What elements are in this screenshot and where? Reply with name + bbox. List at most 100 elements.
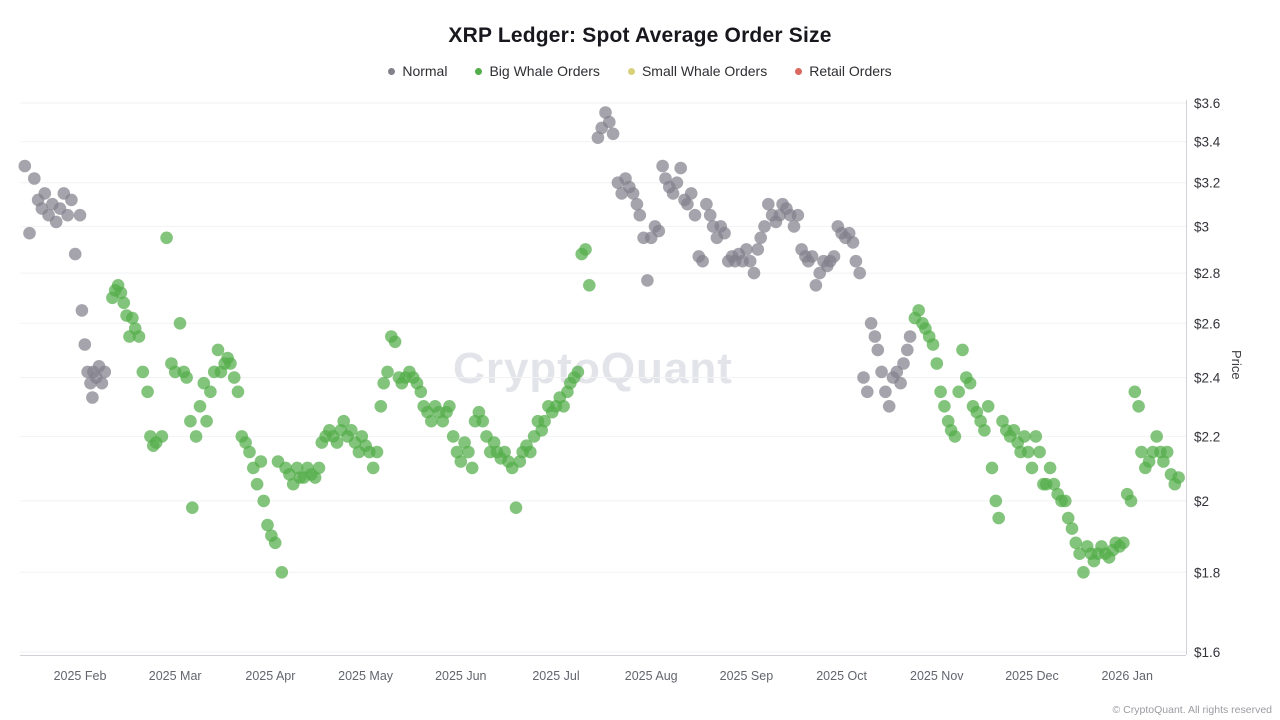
data-point[interactable]	[871, 343, 885, 357]
data-point[interactable]	[204, 385, 217, 399]
data-point[interactable]	[141, 385, 154, 399]
data-point[interactable]	[446, 430, 460, 443]
data-point[interactable]	[903, 330, 917, 343]
data-point[interactable]	[126, 311, 139, 325]
data-point[interactable]	[268, 536, 282, 550]
data-point[interactable]	[49, 215, 63, 229]
data-point[interactable]	[656, 159, 669, 173]
data-point[interactable]	[718, 226, 731, 240]
legend-item-small-whale-orders[interactable]: Small Whale Orders	[627, 63, 767, 79]
data-point[interactable]	[963, 376, 977, 390]
data-point[interactable]	[1065, 522, 1079, 535]
data-point[interactable]	[381, 365, 394, 379]
data-point[interactable]	[626, 187, 640, 200]
data-point[interactable]	[809, 279, 823, 292]
data-point[interactable]	[290, 461, 304, 475]
data-point[interactable]	[197, 376, 211, 390]
data-point[interactable]	[443, 400, 456, 413]
data-point[interactable]	[425, 414, 438, 428]
data-point[interactable]	[652, 224, 666, 238]
data-point[interactable]	[1043, 461, 1057, 475]
data-point[interactable]	[751, 243, 765, 256]
data-point[interactable]	[641, 274, 654, 287]
data-point[interactable]	[989, 494, 1003, 508]
data-point[interactable]	[948, 430, 962, 443]
data-point[interactable]	[211, 343, 225, 357]
data-point[interactable]	[864, 317, 878, 330]
data-point[interactable]	[1124, 494, 1138, 508]
data-point[interactable]	[1061, 511, 1075, 525]
data-point[interactable]	[571, 365, 585, 379]
data-point[interactable]	[538, 414, 551, 428]
data-point[interactable]	[68, 247, 82, 261]
legend-item-big-whale-orders[interactable]: Big Whale Orders	[475, 63, 600, 79]
data-point[interactable]	[78, 338, 92, 351]
data-point[interactable]	[894, 376, 907, 390]
data-point[interactable]	[703, 208, 717, 222]
data-point[interactable]	[498, 445, 511, 459]
data-point[interactable]	[633, 208, 647, 222]
data-point[interactable]	[1077, 566, 1090, 579]
data-point[interactable]	[1033, 445, 1046, 459]
data-point[interactable]	[1021, 445, 1035, 459]
data-point[interactable]	[978, 424, 991, 437]
data-point[interactable]	[1117, 536, 1130, 550]
data-point[interactable]	[599, 106, 612, 119]
data-point[interactable]	[308, 471, 322, 484]
data-point[interactable]	[1069, 536, 1083, 550]
data-point[interactable]	[95, 376, 109, 390]
data-point[interactable]	[791, 208, 805, 222]
data-point[interactable]	[688, 208, 702, 222]
data-point[interactable]	[591, 131, 605, 144]
data-point[interactable]	[261, 518, 274, 532]
data-point[interactable]	[337, 414, 351, 428]
data-point[interactable]	[754, 231, 767, 245]
data-point[interactable]	[193, 400, 207, 413]
data-point[interactable]	[23, 226, 36, 240]
data-point[interactable]	[926, 338, 940, 351]
data-point[interactable]	[243, 445, 256, 459]
data-point[interactable]	[985, 461, 999, 475]
data-point[interactable]	[1059, 494, 1072, 508]
data-point[interactable]	[1135, 445, 1148, 459]
data-point[interactable]	[952, 385, 965, 399]
data-point[interactable]	[345, 424, 358, 437]
data-point[interactable]	[674, 161, 687, 175]
data-point[interactable]	[186, 501, 199, 514]
data-point[interactable]	[882, 400, 896, 413]
data-point[interactable]	[849, 254, 863, 268]
data-point[interactable]	[155, 430, 169, 443]
data-point[interactable]	[630, 197, 644, 211]
data-point[interactable]	[73, 208, 87, 222]
data-point[interactable]	[65, 193, 78, 207]
data-point[interactable]	[98, 365, 112, 379]
data-point[interactable]	[1142, 455, 1156, 468]
data-point[interactable]	[603, 115, 616, 129]
data-point[interactable]	[743, 254, 757, 268]
data-point[interactable]	[257, 494, 271, 508]
data-point[interactable]	[846, 236, 860, 249]
data-point[interactable]	[670, 176, 684, 189]
data-point[interactable]	[180, 371, 193, 384]
data-point[interactable]	[18, 159, 32, 173]
data-point[interactable]	[700, 197, 713, 211]
data-point[interactable]	[827, 250, 841, 263]
data-point[interactable]	[747, 266, 761, 280]
data-point[interactable]	[758, 220, 771, 233]
data-point[interactable]	[981, 400, 995, 413]
data-point[interactable]	[579, 243, 592, 256]
data-point[interactable]	[330, 436, 344, 449]
data-point[interactable]	[377, 376, 391, 390]
data-point[interactable]	[912, 304, 925, 317]
data-point[interactable]	[762, 197, 775, 211]
data-point[interactable]	[160, 231, 173, 245]
data-point[interactable]	[1160, 445, 1174, 459]
data-point[interactable]	[75, 304, 89, 317]
data-point[interactable]	[370, 445, 384, 459]
data-point[interactable]	[681, 197, 694, 211]
data-point[interactable]	[513, 455, 527, 468]
data-point[interactable]	[868, 330, 882, 343]
data-point[interactable]	[787, 220, 801, 233]
data-point[interactable]	[606, 127, 620, 141]
data-point[interactable]	[583, 279, 596, 292]
